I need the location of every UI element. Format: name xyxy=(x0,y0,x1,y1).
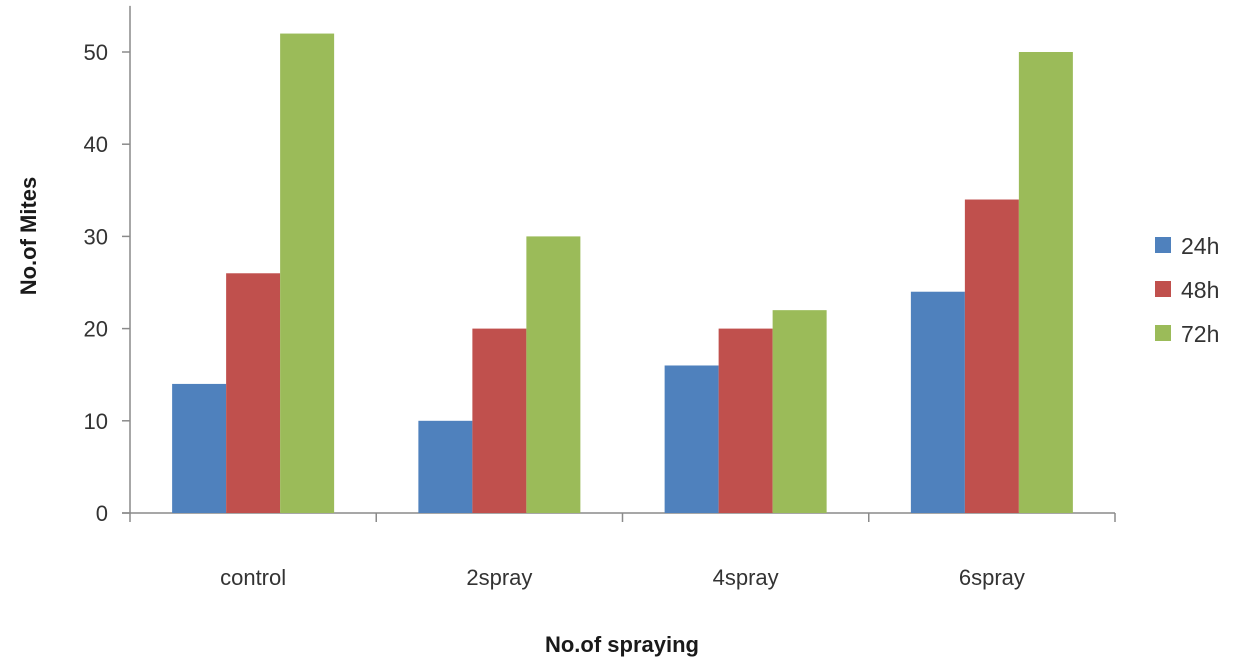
x-axis-title: No.of spraying xyxy=(545,632,699,657)
y-tick-label: 0 xyxy=(96,501,108,526)
bar-72h-6spray xyxy=(1018,52,1073,513)
legend-swatch-72h xyxy=(1155,325,1171,341)
x-tick-label: 6spray xyxy=(959,565,1025,590)
bar-48h-2spray xyxy=(472,328,527,513)
bar-24h-2spray xyxy=(418,420,473,513)
y-tick-label: 40 xyxy=(84,132,108,157)
legend-swatch-24h xyxy=(1155,237,1171,253)
legend-label-48h: 48h xyxy=(1181,277,1219,303)
bar-72h-2spray xyxy=(526,236,581,513)
bar-48h-6spray xyxy=(964,199,1019,513)
legend: 24h 48h 72h xyxy=(1155,233,1219,347)
y-axis-title: No.of Mites xyxy=(16,177,41,296)
y-tick-label: 30 xyxy=(84,224,108,249)
bar-72h-control xyxy=(280,33,335,514)
y-tick-label: 20 xyxy=(84,317,108,342)
bar-48h-control xyxy=(226,273,281,513)
bar-24h-control xyxy=(172,383,227,513)
x-tick-label: 2spray xyxy=(466,565,532,590)
y-tick-label: 10 xyxy=(84,409,108,434)
bar-24h-6spray xyxy=(910,291,965,513)
x-tick-label: control xyxy=(220,565,286,590)
x-tick-label: 4spray xyxy=(713,565,779,590)
legend-label-24h: 24h xyxy=(1181,233,1219,259)
bar-24h-4spray xyxy=(664,365,719,513)
tick-labels: 0 10 20 30 40 50 control 2spray 4spray 6spray xyxy=(84,40,1025,590)
y-tick-label: 50 xyxy=(84,40,108,65)
legend-label-72h: 72h xyxy=(1181,321,1219,347)
bars xyxy=(172,33,1073,514)
bar-48h-4spray xyxy=(718,328,773,513)
legend-swatch-48h xyxy=(1155,281,1171,297)
bar-72h-4spray xyxy=(772,310,827,513)
